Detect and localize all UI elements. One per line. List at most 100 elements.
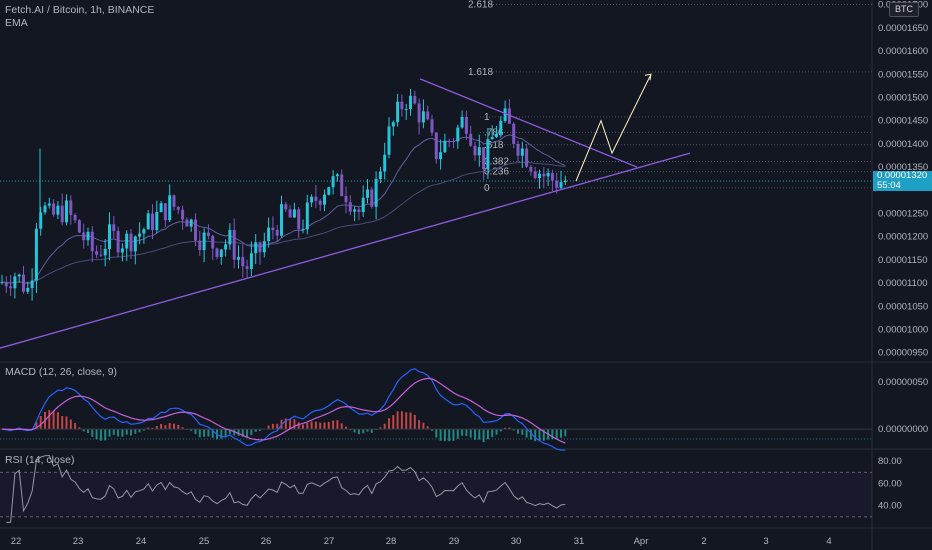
macd-histogram-bar bbox=[108, 429, 111, 437]
candle-body bbox=[146, 213, 150, 230]
candle-body bbox=[232, 230, 236, 260]
candle-body bbox=[86, 231, 90, 241]
candle-body bbox=[120, 248, 124, 253]
candle-body bbox=[172, 195, 176, 207]
fib-level-label: 0 bbox=[484, 183, 490, 194]
macd-histogram-bar bbox=[52, 411, 55, 430]
macd-histogram-bar bbox=[499, 429, 502, 432]
macd-histogram-bar bbox=[155, 426, 158, 430]
ema-legend[interactable]: EMA bbox=[5, 17, 28, 29]
macd-histogram-bar bbox=[160, 423, 163, 430]
candle-body bbox=[310, 196, 314, 203]
macd-histogram-bar bbox=[482, 429, 485, 443]
rsi-tick-label: 80.00 bbox=[878, 456, 902, 467]
macd-histogram-bar bbox=[400, 411, 403, 430]
macd-histogram-bar bbox=[323, 422, 326, 430]
macd-histogram-bar bbox=[181, 427, 184, 430]
macd-histogram-bar bbox=[207, 429, 210, 437]
candle-body bbox=[275, 230, 279, 236]
candle-body bbox=[409, 95, 412, 110]
macd-histogram-bar bbox=[357, 429, 360, 435]
candle-body bbox=[133, 236, 137, 252]
price-tick-label: 0.00000950 bbox=[878, 348, 928, 359]
macd-histogram-bar bbox=[237, 429, 240, 436]
candle-body bbox=[538, 173, 541, 179]
currency-badge[interactable]: BTC bbox=[889, 2, 919, 17]
macd-histogram-bar bbox=[134, 429, 137, 434]
candle-body bbox=[353, 209, 357, 212]
candle-body bbox=[563, 181, 567, 183]
rsi-tick-label: 60.00 bbox=[878, 478, 902, 489]
macd-histogram-bar bbox=[151, 427, 154, 430]
candle-body bbox=[271, 227, 275, 231]
macd-histogram-bar bbox=[99, 429, 102, 441]
macd-histogram-bar bbox=[302, 424, 304, 430]
candle-body bbox=[241, 257, 245, 267]
candle-body bbox=[129, 233, 133, 252]
candle-body bbox=[348, 202, 352, 212]
candle-body bbox=[95, 251, 99, 255]
symbol-title[interactable]: Fetch.AI / Bitcoin, 1h, BINANCE bbox=[5, 4, 155, 16]
candle-body bbox=[77, 220, 81, 233]
time-axis[interactable]: 22 23 24 25 26 27 28 29 30 31 Apr 2 3 4 bbox=[11, 536, 832, 547]
fib-level-label: .618 bbox=[484, 140, 504, 151]
macd-histogram-bar bbox=[327, 421, 330, 430]
time-tick-label: 2 bbox=[701, 536, 706, 547]
macd-legend[interactable]: MACD (12, 26, close, 9) bbox=[5, 366, 118, 378]
macd-tick-label: 0.00000050 bbox=[878, 377, 928, 388]
macd-histogram-bar bbox=[121, 429, 124, 437]
candle-body bbox=[533, 171, 537, 179]
macd-histogram-bar bbox=[95, 429, 98, 440]
macd-histogram-bar bbox=[39, 415, 42, 430]
candle-body bbox=[116, 230, 120, 253]
candle-body bbox=[520, 148, 524, 156]
macd-histogram-bar bbox=[78, 427, 81, 430]
candle-body bbox=[90, 231, 94, 252]
macd-histogram-bar bbox=[418, 420, 421, 430]
candle-body bbox=[344, 195, 348, 203]
macd-histogram-bar bbox=[439, 429, 442, 441]
macd-histogram-bar bbox=[203, 429, 206, 437]
time-tick-label: 28 bbox=[386, 536, 397, 547]
candle-body bbox=[559, 182, 563, 188]
candle-body bbox=[39, 212, 43, 229]
candle-body bbox=[185, 219, 189, 227]
macd-histogram-bar bbox=[310, 421, 313, 430]
candle-body bbox=[163, 203, 167, 221]
candle-body bbox=[378, 171, 382, 179]
macd-histogram-bar bbox=[104, 429, 107, 441]
macd-histogram-bar bbox=[564, 429, 567, 437]
candle-body bbox=[499, 120, 503, 134]
candle-body bbox=[452, 141, 455, 143]
candle-body bbox=[318, 200, 322, 205]
rsi-legend[interactable]: RSI (14, close) bbox=[5, 454, 75, 466]
macd-tick-label: 0.00000000 bbox=[878, 424, 928, 435]
candle-body bbox=[9, 286, 13, 289]
bar-countdown: 55:04 bbox=[877, 180, 901, 191]
macd-histogram-bar bbox=[173, 423, 175, 430]
macd-histogram-bar bbox=[396, 411, 399, 430]
macd-histogram-bar bbox=[555, 429, 558, 440]
candle-body bbox=[142, 229, 146, 234]
time-tick-label: 30 bbox=[511, 536, 522, 547]
last-price-value: 0.00001320 bbox=[877, 170, 928, 181]
macd-histogram-bar bbox=[198, 429, 201, 438]
price-tick-label: 0.00001100 bbox=[878, 278, 928, 289]
macd-histogram-bar bbox=[366, 429, 369, 432]
time-tick-label: 26 bbox=[261, 536, 272, 547]
fib-level-label: 1 bbox=[484, 112, 490, 123]
macd-histogram-bar bbox=[495, 429, 498, 435]
candle-body bbox=[421, 111, 425, 123]
candle-body bbox=[366, 189, 369, 198]
candle-body bbox=[206, 232, 210, 236]
candle-body bbox=[314, 196, 318, 201]
candle-body bbox=[460, 116, 464, 128]
macd-histogram-bar bbox=[61, 416, 64, 430]
macd-histogram-bar bbox=[267, 425, 270, 430]
macd-histogram-bar bbox=[456, 429, 459, 439]
candle-body bbox=[22, 274, 25, 292]
projection-path bbox=[575, 73, 652, 182]
macd-histogram-bar bbox=[246, 429, 249, 438]
